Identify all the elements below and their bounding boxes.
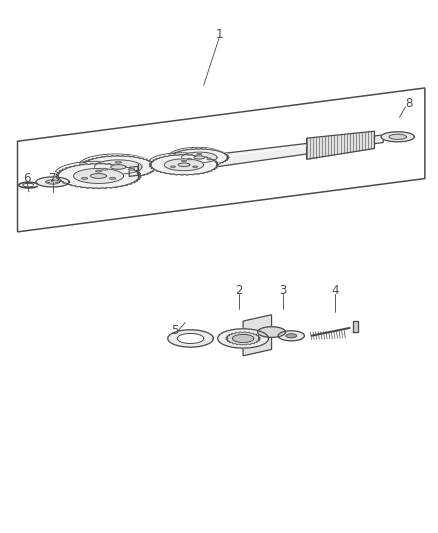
Polygon shape — [197, 154, 201, 155]
Polygon shape — [258, 327, 286, 337]
Text: 3: 3 — [279, 284, 286, 297]
Text: 8: 8 — [405, 98, 412, 110]
Polygon shape — [51, 180, 54, 181]
Text: 6: 6 — [23, 172, 31, 185]
Text: 4: 4 — [331, 284, 339, 297]
Polygon shape — [178, 163, 190, 166]
Polygon shape — [374, 135, 383, 144]
Polygon shape — [170, 166, 175, 167]
Polygon shape — [74, 168, 124, 183]
Text: 5: 5 — [172, 324, 179, 337]
Polygon shape — [170, 149, 229, 166]
Polygon shape — [182, 152, 217, 163]
Polygon shape — [80, 156, 157, 179]
Polygon shape — [91, 174, 106, 179]
Polygon shape — [129, 168, 134, 170]
Polygon shape — [56, 163, 141, 189]
Polygon shape — [177, 334, 204, 343]
Polygon shape — [233, 334, 254, 343]
Polygon shape — [218, 329, 268, 348]
Polygon shape — [201, 143, 307, 169]
Polygon shape — [168, 330, 213, 347]
Polygon shape — [36, 177, 69, 187]
Polygon shape — [164, 159, 204, 171]
Text: 1: 1 — [215, 28, 223, 41]
Polygon shape — [102, 168, 108, 170]
Polygon shape — [243, 314, 272, 356]
Text: 7: 7 — [49, 172, 57, 185]
Text: 2: 2 — [235, 284, 243, 297]
Polygon shape — [278, 331, 304, 341]
Polygon shape — [115, 161, 121, 163]
Polygon shape — [56, 182, 58, 183]
Polygon shape — [95, 160, 142, 174]
Polygon shape — [129, 166, 138, 176]
Polygon shape — [207, 158, 212, 160]
Polygon shape — [194, 156, 205, 159]
Polygon shape — [182, 160, 186, 161]
Polygon shape — [353, 321, 358, 332]
Polygon shape — [187, 158, 191, 160]
Polygon shape — [95, 170, 102, 172]
Polygon shape — [226, 332, 260, 345]
Polygon shape — [381, 132, 414, 142]
Polygon shape — [286, 334, 297, 338]
Polygon shape — [389, 134, 406, 140]
Polygon shape — [46, 180, 60, 184]
Polygon shape — [307, 131, 374, 159]
Polygon shape — [149, 155, 219, 175]
Polygon shape — [47, 182, 49, 183]
Polygon shape — [111, 165, 126, 169]
Polygon shape — [81, 177, 88, 179]
Polygon shape — [110, 177, 116, 179]
Polygon shape — [193, 166, 198, 167]
